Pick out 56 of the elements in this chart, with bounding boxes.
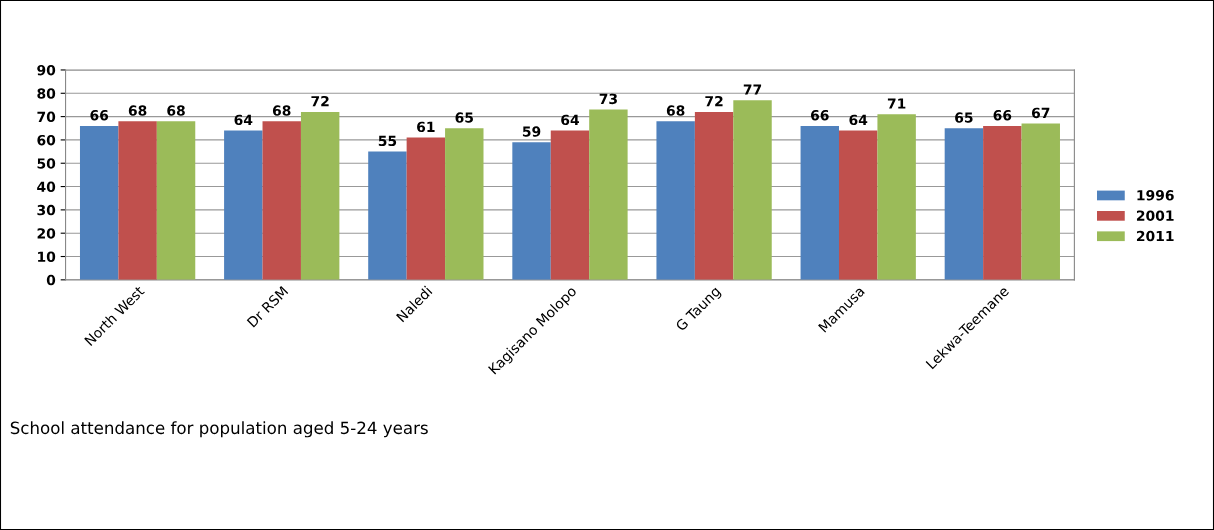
data-label: 68 — [167, 105, 185, 116]
bar — [79, 125, 119, 280]
bar — [589, 109, 628, 280]
data-label: 68 — [272, 105, 291, 116]
bar — [800, 125, 839, 280]
bar — [733, 100, 772, 280]
data-label: 68 — [666, 105, 685, 116]
data-label: 71 — [887, 98, 906, 109]
data-label: 67 — [1031, 107, 1050, 119]
bar — [1021, 123, 1060, 280]
legend-label: 1996 — [1137, 190, 1174, 201]
data-label: 64 — [849, 114, 868, 126]
y-tick-label: 60 — [37, 134, 56, 146]
bar — [550, 130, 590, 280]
y-tick-label: 0 — [46, 274, 56, 286]
bar — [118, 121, 157, 280]
data-label: 64 — [561, 114, 579, 126]
data-label: 65 — [455, 112, 473, 123]
y-tick-label: 70 — [37, 111, 56, 123]
data-label: 66 — [810, 109, 829, 121]
legend-label: 2011 — [1136, 230, 1174, 242]
y-tick-label: 90 — [37, 64, 56, 76]
data-label: 55 — [378, 135, 397, 147]
data-label: 59 — [522, 126, 541, 137]
y-tick-label: 10 — [38, 251, 56, 262]
bar — [512, 142, 551, 280]
data-label: 66 — [90, 109, 109, 121]
bar — [445, 128, 484, 280]
text: School attendance for population aged 5-24 years — [10, 421, 428, 438]
data-label: 72 — [705, 95, 723, 107]
y-tick-label: 40 — [37, 181, 56, 193]
bar — [839, 130, 878, 280]
y-tick-label: 50 — [37, 158, 56, 169]
bar — [406, 137, 446, 280]
bar — [300, 111, 340, 280]
data-label: 68 — [128, 105, 147, 116]
data-label: 61 — [417, 121, 435, 133]
bar — [877, 114, 916, 280]
bar — [262, 121, 301, 280]
bar — [944, 128, 984, 280]
bar — [656, 121, 695, 280]
bar — [694, 111, 734, 280]
data-label: 72 — [311, 95, 329, 107]
bar — [368, 151, 407, 280]
y-tick-label: 30 — [37, 204, 56, 216]
y-tick-label: 80 — [37, 88, 56, 99]
data-label: 65 — [955, 112, 973, 123]
legend-label: 2001 — [1136, 210, 1174, 221]
data-label: 66 — [993, 109, 1012, 121]
bar — [224, 130, 263, 280]
data-label: 77 — [743, 84, 762, 95]
bar — [156, 121, 196, 280]
data-label: 64 — [234, 114, 253, 126]
data-label: 73 — [599, 93, 617, 105]
bar — [983, 125, 1022, 280]
y-tick-label: 20 — [37, 228, 56, 239]
